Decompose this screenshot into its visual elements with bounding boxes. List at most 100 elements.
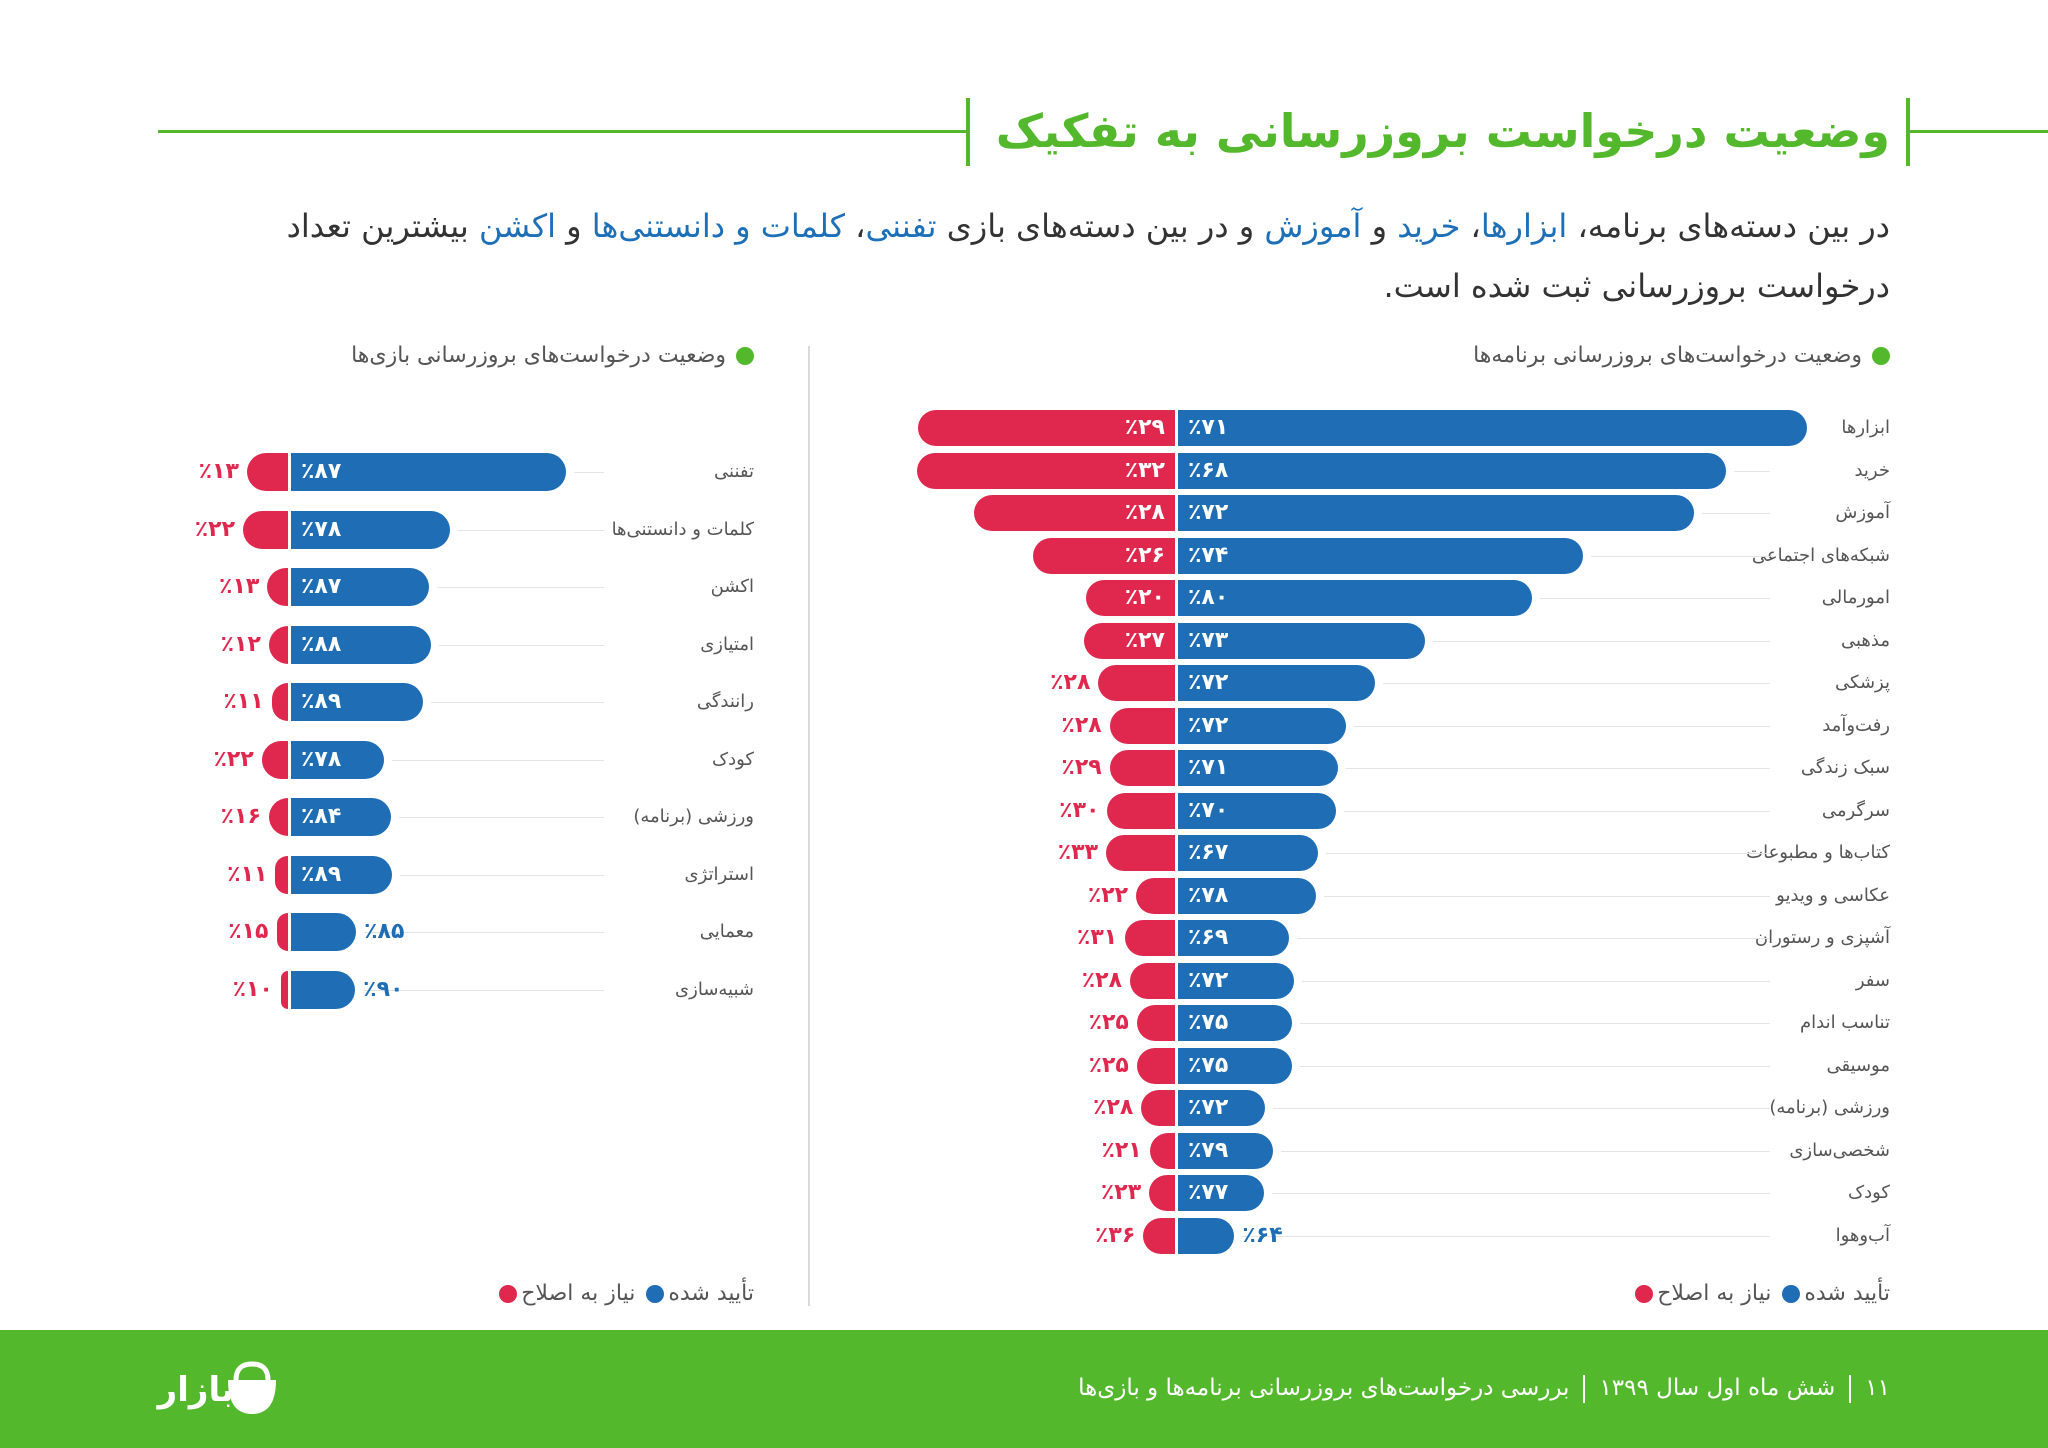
- approved-bar: [1178, 622, 1425, 659]
- approved-bar: [1178, 1132, 1274, 1169]
- needs-fix-bar: [246, 453, 288, 491]
- intro-text: و: [1361, 207, 1398, 245]
- approved-bar: [291, 683, 424, 721]
- apps-legend: تأیید شده نیاز به اصلاح: [1550, 1276, 1890, 1312]
- needs-fix-bar: [1143, 1217, 1175, 1254]
- legend-approved-swatch: [1782, 1285, 1801, 1303]
- category-label: آموزش: [1835, 502, 1890, 523]
- approved-value-label: ٪۷۲: [1188, 712, 1229, 738]
- approved-value-label: ٪۶۷: [1188, 840, 1229, 865]
- needs-fix-value-label: ٪۲۸: [1081, 967, 1123, 993]
- intro-highlight: تفننی: [865, 207, 937, 245]
- approved-value-label: ٪۷۵: [1188, 1052, 1229, 1078]
- approved-value-label: ٪۶۸: [1188, 457, 1229, 483]
- needs-fix-bar: [1083, 622, 1175, 659]
- needs-fix-bar: [1106, 835, 1175, 871]
- approved-value-label: ٪۶۹: [1188, 925, 1229, 950]
- approved-bar: [1178, 707, 1346, 744]
- category-label: امورمالی: [1821, 587, 1890, 608]
- needs-fix-value-label: ٪۱۵: [228, 919, 269, 944]
- approved-bar: [291, 453, 566, 491]
- intro-text: و: [555, 207, 592, 245]
- approved-bar: [291, 970, 356, 1009]
- needs-fix-bar: [267, 568, 288, 606]
- needs-fix-value-label: ٪۳۲: [1124, 457, 1165, 483]
- approved-bar: [291, 855, 393, 894]
- bazaar-logo-icon: [228, 1361, 276, 1414]
- approved-value-label: ٪۷۲: [1188, 1095, 1229, 1120]
- guide-line: [1296, 938, 1770, 939]
- approved-value-label: ٪۷۸: [1188, 882, 1229, 908]
- approved-bar: [1178, 410, 1808, 446]
- guide-line: [1272, 1108, 1770, 1109]
- needs-fix-bar: [1086, 580, 1175, 616]
- footer-divider: [1849, 1374, 1852, 1403]
- needs-fix-bar: [1149, 1175, 1175, 1211]
- intro-text: و در بین دسته‌های بازی: [936, 207, 1265, 245]
- guide-line: [1382, 683, 1770, 684]
- approved-bar: [1178, 452, 1726, 489]
- needs-fix-value-label: ٪۱۱: [227, 861, 268, 887]
- footer-report-title: بررسی درخواست‌های بروزرسانی برنامه‌ها و …: [1078, 1375, 1570, 1401]
- guide-line: [1591, 555, 1770, 557]
- guide-line: [400, 874, 604, 876]
- category-label: شبکه‌های اجتماعی: [1751, 544, 1890, 566]
- approved-bar: [291, 740, 384, 779]
- approved-value-label: ٪۸۸: [301, 631, 342, 657]
- category-label: خرید: [1854, 459, 1890, 481]
- needs-fix-value-label: ٪۲۱: [1101, 1137, 1142, 1163]
- needs-fix-value-label: ٪۲۵: [1088, 1010, 1129, 1035]
- column-separator: [808, 346, 810, 1306]
- intro-text: ،: [844, 207, 866, 245]
- needs-fix-bar: [1032, 537, 1175, 574]
- category-label: سفر: [1855, 969, 1890, 991]
- approved-bar: [1178, 1217, 1235, 1254]
- category-label: رانندگی: [696, 691, 754, 712]
- category-label: سرگرمی: [1821, 799, 1890, 821]
- approved-bar: [291, 625, 431, 664]
- needs-fix-bar: [243, 510, 288, 549]
- guide-line: [391, 759, 604, 761]
- approved-bar: [291, 568, 430, 606]
- guide-line: [1323, 895, 1770, 897]
- needs-fix-value-label: ٪۲۶: [1124, 542, 1165, 568]
- guide-line: [1300, 1065, 1770, 1067]
- title-rule-right: [1910, 130, 2048, 133]
- guide-line: [438, 644, 604, 646]
- category-label: موسیقی: [1826, 1054, 1890, 1076]
- approved-bar: [1178, 665, 1375, 701]
- approved-value-label: ٪۷۷: [1188, 1180, 1229, 1205]
- category-label: شبیه‌سازی: [675, 978, 754, 1000]
- approved-bar: [1178, 750, 1338, 786]
- approved-value-label: ٪۷۸: [301, 746, 342, 772]
- approved-value-label: ٪۷۱: [1188, 755, 1229, 780]
- approved-value-label: ٪۹۰: [363, 976, 404, 1002]
- needs-fix-bar: [1109, 750, 1175, 786]
- needs-fix-value-label: ٪۲۵: [1088, 1052, 1129, 1078]
- needs-fix-value-label: ٪۱۶: [220, 804, 261, 829]
- approved-value-label: ٪۷۵: [1188, 1010, 1229, 1035]
- approved-bar: [1178, 1005, 1293, 1041]
- needs-fix-bar: [918, 410, 1175, 446]
- needs-fix-bar: [268, 625, 288, 664]
- needs-fix-bar: [1130, 962, 1175, 999]
- needs-fix-value-label: ٪۳۳: [1057, 840, 1099, 865]
- approved-bar: [1178, 835, 1318, 871]
- needs-fix-bar: [1136, 1005, 1175, 1041]
- needs-fix-value-label: ٪۱۰: [232, 976, 273, 1002]
- title-bracket-left: [966, 98, 970, 166]
- needs-fix-bar: [1136, 1047, 1175, 1084]
- approved-bar: [1178, 580, 1533, 616]
- needs-fix-bar: [276, 913, 288, 951]
- category-label: ورزشی (برنامه): [633, 806, 754, 827]
- category-label: استراتژی: [684, 863, 754, 885]
- approved-bar: [1178, 792, 1336, 829]
- page-title: وضعیت درخواست بروزرسانی به تفکیک دسته‌ها: [980, 104, 1890, 158]
- bullet-dot-icon: [736, 347, 754, 365]
- guide-line: [1272, 1193, 1770, 1194]
- category-label: عکاسی و ویدیو: [1776, 884, 1890, 906]
- category-label: سبک زندگی: [1800, 757, 1890, 778]
- footer-caption: ۱۱ شش ماه اول سال ۱۳۹۹ بررسی درخواست‌های ب…: [1050, 1368, 1890, 1408]
